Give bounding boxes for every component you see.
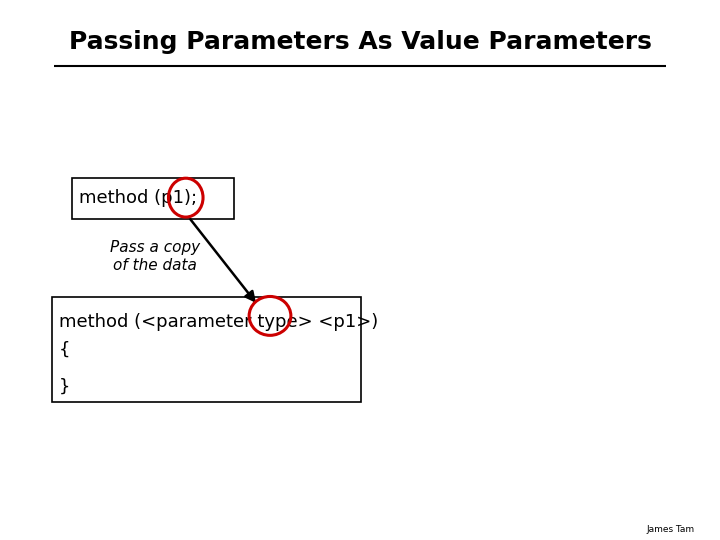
Text: Passing Parameters As Value Parameters: Passing Parameters As Value Parameters [68,30,652,53]
Text: }: } [59,377,71,395]
Text: method (<parameter type> <p1>): method (<parameter type> <p1>) [59,313,378,331]
Text: Pass a copy
of the data: Pass a copy of the data [109,240,200,273]
Bar [72,178,234,219]
Text: James Tam: James Tam [647,524,695,534]
Text: method (p1);: method (p1); [79,190,197,207]
Bar [52,297,361,402]
Text: {: { [59,341,71,359]
